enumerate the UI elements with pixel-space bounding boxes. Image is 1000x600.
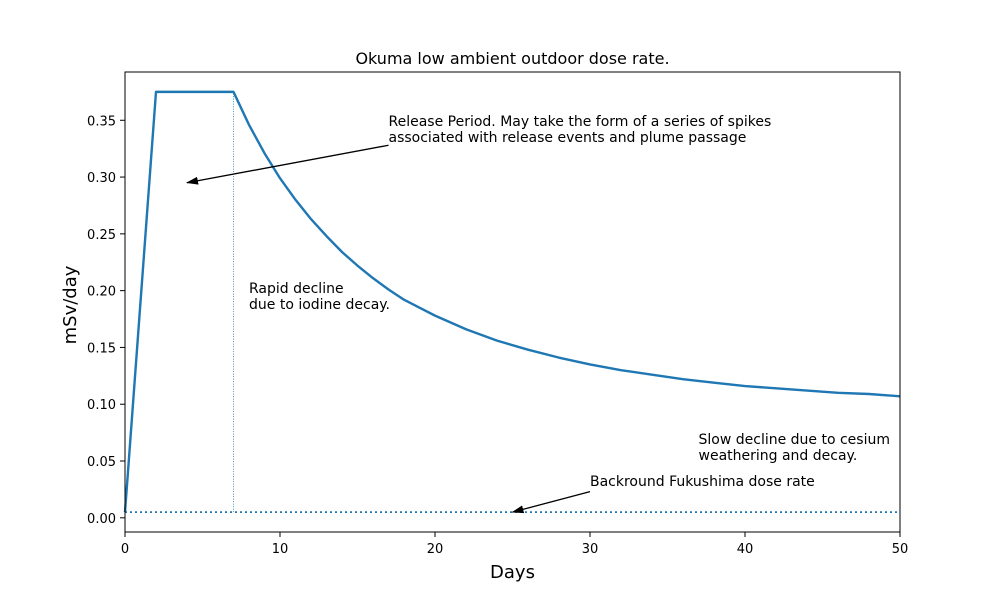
y-axis-title: mSv/day	[60, 265, 81, 344]
plot-frame	[124, 71, 901, 533]
y-tick-label: 0.30	[87, 171, 116, 186]
x-tick-label: 0	[121, 542, 129, 557]
chart-title: Okuma low ambient outdoor dose rate.	[355, 49, 669, 68]
y-tick-label: 0.10	[87, 398, 116, 413]
annotation-arrow	[186, 144, 389, 185]
y-tick-label: 0.35	[87, 114, 116, 129]
annotation-background: Backround Fukushima dose rate	[511, 474, 815, 514]
y-tick-label: 0.20	[87, 285, 116, 300]
annotation-text: Slow decline due to cesium	[699, 432, 891, 448]
annotation-text: Rapid decline	[249, 281, 344, 297]
y-tick-label: 0.05	[87, 455, 116, 470]
annotation-release: Release Period. May take the form of a s…	[186, 114, 772, 185]
annotation-arrow	[511, 491, 591, 514]
y-tick-label: 0.15	[87, 341, 116, 356]
x-tick-label: 10	[272, 542, 289, 557]
y-axis: 0.00 0.05 0.10 0.15 0.20 0.25 0.30 0.35	[87, 114, 125, 527]
annotation-text: associated with release events and plume…	[389, 130, 747, 146]
annotation-text: due to iodine decay.	[249, 297, 390, 313]
annotation-text: Backround Fukushima dose rate	[590, 474, 815, 490]
series-line-0	[123, 90, 901, 513]
annotations: Release Period. May take the form of a s…	[186, 114, 891, 514]
annotation-text: weathering and decay.	[699, 448, 858, 464]
x-tick-label: 40	[737, 542, 754, 557]
y-tick-label: 0.00	[87, 512, 116, 527]
plot-area	[123, 90, 901, 514]
annotation-text: Release Period. May take the form of a s…	[389, 114, 772, 130]
y-tick-label: 0.25	[87, 228, 116, 243]
x-tick-label: 20	[427, 542, 444, 557]
x-axis: 0 10 20 30 40 50	[121, 532, 908, 557]
x-tick-label: 50	[892, 542, 909, 557]
x-tick-label: 30	[582, 542, 599, 557]
x-axis-title: Days	[490, 562, 535, 583]
